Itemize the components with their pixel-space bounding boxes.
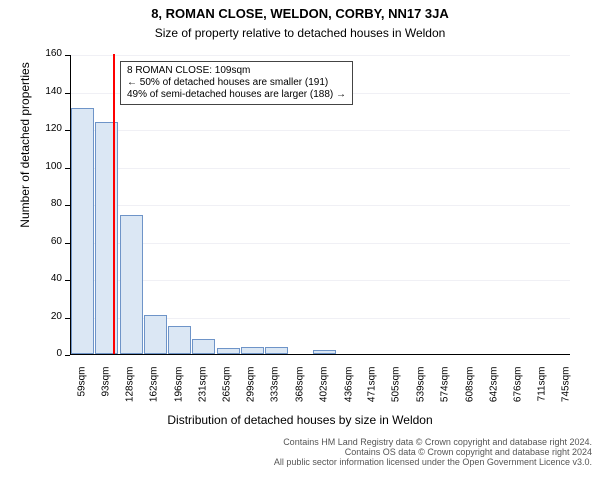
histogram-bar xyxy=(120,215,143,354)
histogram-bar xyxy=(265,347,288,355)
ytick-mark xyxy=(65,130,70,131)
ytick-label: 100 xyxy=(30,161,62,172)
gridline xyxy=(71,280,570,281)
ytick-mark xyxy=(65,168,70,169)
histogram-bar xyxy=(95,122,118,355)
gridline xyxy=(71,168,570,169)
ytick-label: 60 xyxy=(30,236,62,247)
xtick-label: 436sqm xyxy=(343,367,354,417)
histogram-bar xyxy=(71,108,94,354)
xtick-label: 128sqm xyxy=(125,367,136,417)
xtick-label: 299sqm xyxy=(246,367,257,417)
ytick-label: 0 xyxy=(30,348,62,359)
ytick-mark xyxy=(65,355,70,356)
ytick-label: 160 xyxy=(30,48,62,59)
ytick-label: 140 xyxy=(30,86,62,97)
xtick-label: 93sqm xyxy=(100,367,111,417)
ytick-mark xyxy=(65,280,70,281)
xtick-label: 231sqm xyxy=(197,367,208,417)
xtick-label: 402sqm xyxy=(318,367,329,417)
histogram-bar xyxy=(144,315,167,354)
highlight-annotation: 8 ROMAN CLOSE: 109sqm ← 50% of detached … xyxy=(120,61,353,105)
credits-block: Contains HM Land Registry data © Crown c… xyxy=(0,437,592,467)
xtick-label: 368sqm xyxy=(294,367,305,417)
xtick-label: 574sqm xyxy=(440,367,451,417)
chart-title: 8, ROMAN CLOSE, WELDON, CORBY, NN17 3JA xyxy=(0,6,600,21)
ytick-mark xyxy=(65,318,70,319)
ytick-mark xyxy=(65,55,70,56)
xtick-label: 505sqm xyxy=(391,367,402,417)
ytick-label: 40 xyxy=(30,273,62,284)
chart-subtitle: Size of property relative to detached ho… xyxy=(0,26,600,40)
credits-line-1: Contains HM Land Registry data © Crown c… xyxy=(0,437,592,447)
xtick-label: 642sqm xyxy=(488,367,499,417)
annotation-line-2: ← 50% of detached houses are smaller (19… xyxy=(127,77,346,89)
ytick-mark xyxy=(65,93,70,94)
histogram-bar xyxy=(192,339,215,354)
ytick-label: 120 xyxy=(30,123,62,134)
xtick-label: 745sqm xyxy=(561,367,572,417)
gridline xyxy=(71,130,570,131)
histogram-bar xyxy=(168,326,191,354)
gridline xyxy=(71,243,570,244)
ytick-label: 80 xyxy=(30,198,62,209)
xtick-label: 162sqm xyxy=(149,367,160,417)
ytick-label: 20 xyxy=(30,311,62,322)
histogram-bar xyxy=(313,350,336,354)
xtick-label: 711sqm xyxy=(537,367,548,417)
xtick-label: 333sqm xyxy=(270,367,281,417)
xtick-label: 539sqm xyxy=(416,367,427,417)
ytick-mark xyxy=(65,243,70,244)
y-axis-label: Number of detached properties xyxy=(18,0,32,295)
annotation-line-3: 49% of semi-detached houses are larger (… xyxy=(127,89,346,101)
gridline xyxy=(71,55,570,56)
ytick-mark xyxy=(65,205,70,206)
xtick-label: 196sqm xyxy=(173,367,184,417)
histogram-bar xyxy=(217,348,240,354)
xtick-label: 265sqm xyxy=(222,367,233,417)
xtick-label: 608sqm xyxy=(464,367,475,417)
xtick-label: 676sqm xyxy=(512,367,523,417)
chart-container: { "chart": { "type": "histogram", "title… xyxy=(0,0,600,500)
gridline xyxy=(71,205,570,206)
xtick-label: 59sqm xyxy=(76,367,87,417)
histogram-bar xyxy=(241,347,264,355)
credits-line-3: All public sector information licensed u… xyxy=(0,457,592,467)
credits-line-2: Contains OS data © Crown copyright and d… xyxy=(0,447,592,457)
xtick-label: 471sqm xyxy=(367,367,378,417)
highlight-line xyxy=(113,54,115,354)
annotation-line-1: 8 ROMAN CLOSE: 109sqm xyxy=(127,65,346,77)
